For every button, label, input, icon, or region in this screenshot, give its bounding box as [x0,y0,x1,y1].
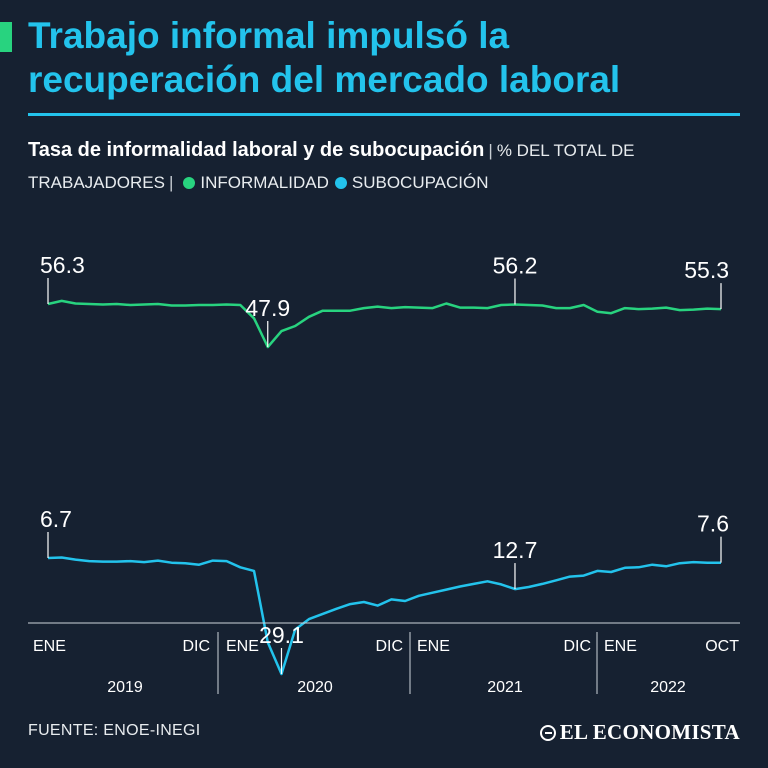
callout-label-subocupacion: 29.1 [259,622,304,648]
legend-subocupacion-dot [334,177,347,189]
unit-label: % DEL TOTAL DE TRABAJADORES [28,141,635,192]
separator: | [168,173,174,192]
callout-label-informalidad: 56.3 [40,252,85,278]
callout-label-informalidad: 56.2 [493,253,538,279]
x-tick-label: ENE [417,638,450,655]
legend-informalidad-label: INFORMALIDAD [200,173,329,192]
separator: | [488,141,493,160]
year-label: 2021 [487,679,523,696]
callout-label-informalidad: 47.9 [245,295,290,321]
x-tick-label: ENE [33,638,66,655]
x-tick-label: DIC [182,638,210,655]
chart-subtitle: Tasa de informalidad laboral y de subocu… [28,134,748,199]
year-label: 2022 [650,679,686,696]
source-note: FUENTE: ENOE-INEGI [28,722,201,739]
x-tick-label: DIC [563,638,591,655]
x-tick-label: ENE [604,638,637,655]
callout-label-subocupacion: 7.6 [697,511,729,537]
chart-title: Tasa de informalidad laboral y de subocu… [28,139,485,161]
legend-informalidad-dot [183,177,196,189]
callout-label-subocupacion: 12.7 [493,537,538,563]
callout-label-subocupacion: 6.7 [40,506,72,532]
title-accent-bar [0,22,12,52]
brand-icon [539,725,556,741]
year-label: 2020 [297,679,333,696]
year-label: 2019 [107,679,143,696]
x-tick-label: OCT [705,638,739,655]
brand-logo: EL ECONOMISTA [539,720,740,745]
series-line-informalidad [47,299,722,349]
x-tick-label: ENE [226,638,259,655]
legend-subocupacion-label: SUBOCUPACIÓN [351,173,489,192]
callout-label-informalidad: 55.3 [684,257,729,283]
title-divider [28,113,740,116]
x-tick-label: DIC [375,638,403,655]
series-line-subocupacion [47,556,721,676]
brand-name: EL ECONOMISTA [559,720,740,744]
page-title: Trabajo informal impulsó la recuperación… [28,15,621,100]
